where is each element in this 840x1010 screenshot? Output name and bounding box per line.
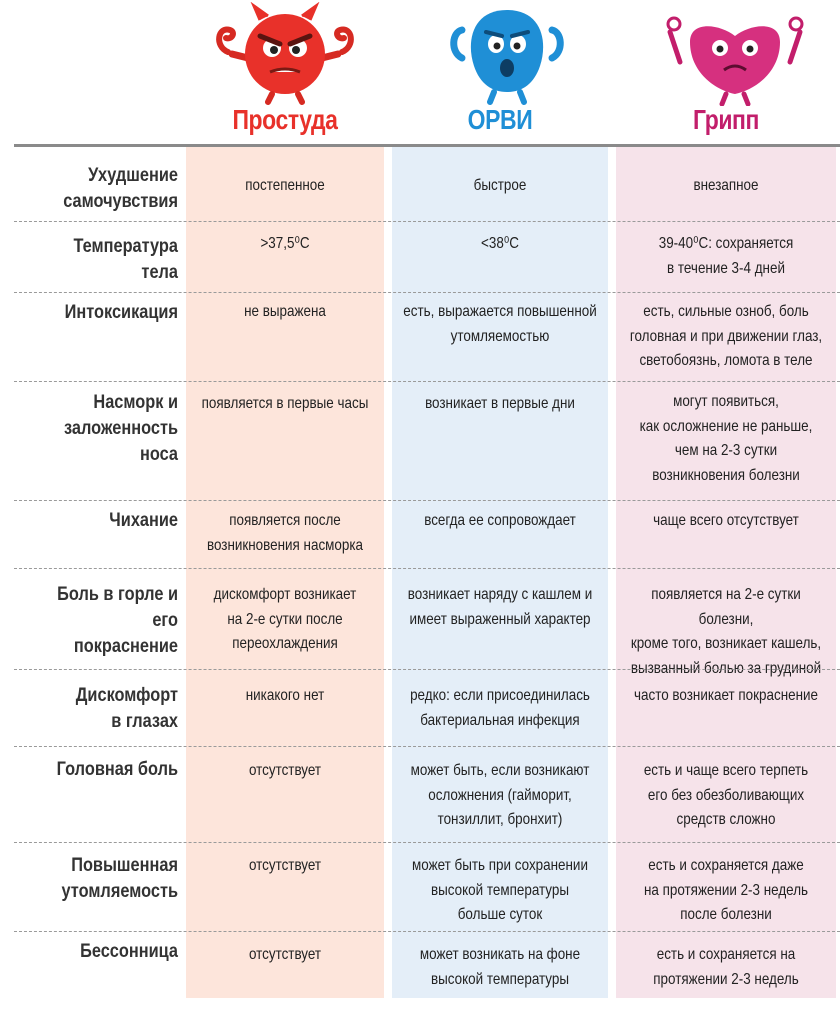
cell-arvi: всегда ее сопровождает [424, 512, 576, 529]
row-label: Бессонница [80, 941, 178, 962]
cell-flu: есть и сохраняется даже на протяжении 2-… [643, 857, 809, 923]
cell-arvi: редко: если присоединилась бактериальная… [410, 687, 590, 729]
row-divider [14, 931, 840, 932]
row-divider [14, 568, 840, 569]
row-divider [14, 381, 840, 382]
cell-arvi: может быть при сохранении высокой темпер… [412, 857, 588, 923]
blue-monster-icon [450, 10, 564, 105]
column-header-arvi: ОРВИ [467, 104, 533, 135]
table-row: Чихание появляется после возникновения н… [0, 500, 840, 569]
row-label: Чихание [109, 510, 178, 531]
cell-flu: есть и чаще всего терпеть его без обезбо… [643, 762, 809, 828]
row-label: Насморк и заложенность носа [63, 392, 179, 465]
column-band-cold [186, 147, 384, 998]
cell-arvi: возникает наряду с кашлем и имеет выраже… [407, 586, 593, 628]
table-row: Насморк и заложенность носа появляется в… [0, 381, 840, 501]
cell-cold: постепенное [245, 177, 325, 194]
table-row: Боль в горле и его покраснение дискомфор… [0, 568, 840, 677]
column-band-flu [616, 147, 836, 998]
row-label: Интоксикация [64, 302, 178, 323]
cell-arvi: может быть, если возникают осложнения (г… [410, 762, 590, 828]
row-divider [14, 669, 840, 670]
row-divider [14, 292, 840, 293]
cell-cold: не выражена [244, 303, 326, 320]
table-row: Ухудшение самочувствия постепенное быстр… [0, 147, 840, 222]
cell-cold: появляется в первые часы [201, 395, 369, 412]
cell-flu: могут появиться, как осложнение не раньш… [639, 393, 813, 484]
table-row: Головная боль отсутствует может быть, ес… [0, 746, 840, 843]
row-divider [14, 746, 840, 747]
row-label: Температура тела [73, 236, 178, 283]
cell-flu: чаще всего отсутствует [653, 512, 799, 529]
table-row: Температура тела >37,5⁰С <38⁰С 39-40⁰С: … [0, 221, 840, 293]
column-header-cold: Простуда [232, 104, 338, 135]
cell-arvi: возникает в первые дни [425, 395, 575, 412]
row-divider [14, 842, 840, 843]
cell-flu: 39-40⁰С: сохраняется в течение 3-4 дней [658, 235, 794, 277]
cell-arvi: быстрое [473, 177, 527, 194]
cell-flu: появляется на 2-е сутки болезни, кроме т… [630, 586, 822, 677]
header-divider [14, 144, 840, 147]
cell-arvi: <38⁰С [481, 235, 519, 252]
cell-cold: дискомфорт возникает на 2-е сутки после … [213, 586, 357, 652]
table-row: Бессонница отсутствует может возникать н… [0, 931, 840, 998]
row-label: Головная боль [56, 759, 178, 780]
header: Простуда ОРВИ Грипп [0, 0, 840, 146]
table-row: Интоксикация не выражена есть, выражаетс… [0, 292, 840, 382]
cell-cold: отсутствует [248, 762, 322, 779]
row-label: Боль в горле и его покраснение [57, 584, 178, 657]
pink-monster-icon [666, 16, 804, 106]
cell-flu: есть, сильные озноб, боль головная и при… [629, 303, 823, 369]
table-row: Повышенная утомляемость отсутствует може… [0, 842, 840, 932]
column-band-arvi [392, 147, 608, 998]
row-label: Повышенная утомляемость [61, 855, 178, 902]
cell-cold: отсутствует [248, 857, 322, 874]
angry-red-monster-icon [216, 2, 354, 105]
row-label: Дискомфорт в глазах [75, 685, 178, 732]
cell-arvi: есть, выражается повышенной утомляемость… [403, 303, 597, 345]
column-header-flu: Грипп [693, 104, 759, 135]
cell-flu: есть и сохраняется на протяжении 2-3 нед… [653, 946, 799, 988]
cell-flu: внезапное [693, 177, 759, 194]
cell-cold: появляется после возникновения насморка [206, 512, 364, 554]
row-divider [14, 500, 840, 501]
cell-cold: отсутствует [248, 946, 322, 963]
cell-arvi: может возникать на фоне высокой температ… [419, 946, 581, 988]
row-label: Ухудшение самочувствия [63, 165, 178, 212]
cell-cold: никакого нет [245, 687, 325, 704]
table-row: Дискомфорт в глазах никакого нет редко: … [0, 669, 840, 747]
cell-cold: >37,5⁰С [260, 235, 310, 252]
cell-flu: часто возникает покраснение [634, 687, 818, 704]
row-divider [14, 221, 840, 222]
